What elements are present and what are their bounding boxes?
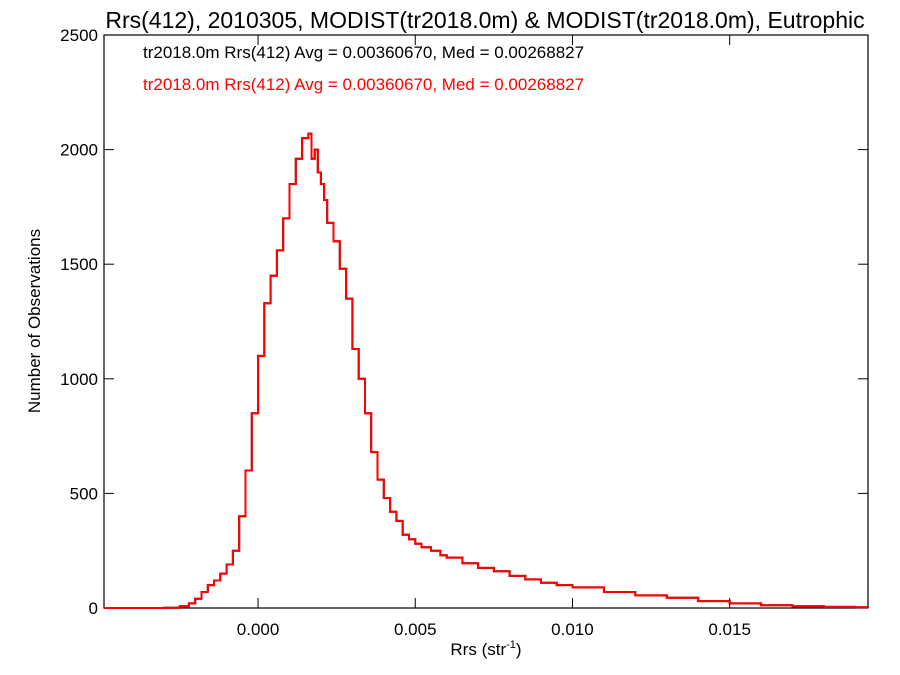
chart-title: Rrs(412), 2010305, MODIST(tr2018.0m) & M… <box>105 7 864 33</box>
series-layer <box>104 132 869 609</box>
y-tick-label: 0 <box>89 599 98 618</box>
y-tick-label: 1500 <box>60 255 98 274</box>
y-tick-label: 1000 <box>60 370 98 389</box>
x-tick-label: 0.015 <box>708 620 751 639</box>
y-tick-label: 500 <box>70 484 98 503</box>
x-axis-ticks: 0.000 0.005 0.010 0.015 <box>237 35 751 639</box>
y-axis-ticks: 0 500 1000 1500 2000 2500 <box>60 26 868 618</box>
x-tick-label: 0.005 <box>394 620 437 639</box>
y-tick-label: 2500 <box>60 26 98 45</box>
y-tick-label: 2000 <box>60 141 98 160</box>
x-axis-label: Rrs (str-1) <box>450 639 521 659</box>
x-tick-label: 0.010 <box>551 620 594 639</box>
annotation-black: tr2018.0m Rrs(412) Avg = 0.00360670, Med… <box>143 43 584 62</box>
annotation-red: tr2018.0m Rrs(412) Avg = 0.00360670, Med… <box>143 75 584 94</box>
x-axis-label-main: Rrs (str <box>450 640 506 659</box>
x-tick-label: 0.000 <box>237 620 280 639</box>
series-line-0 <box>104 132 869 609</box>
y-axis-label: Number of Observations <box>25 229 44 413</box>
x-axis-label-suffix: ) <box>516 640 522 659</box>
series-line-1 <box>104 132 869 609</box>
plot-frame <box>103 34 869 609</box>
x-axis-label-superscript: -1 <box>506 639 516 651</box>
